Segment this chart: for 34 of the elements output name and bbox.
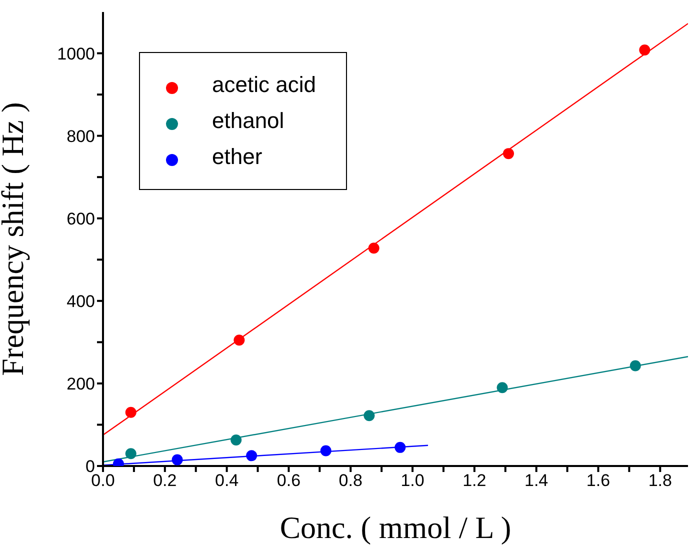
x-tick-label: 1.6 [586,471,610,490]
point [630,360,641,372]
point [320,445,332,456]
point [394,442,406,453]
point [496,382,508,394]
point [125,406,136,418]
y-tick-label: 800 [66,126,95,146]
y-tick-label: 600 [66,209,95,228]
point [230,434,242,446]
y-tick-label: 1000 [57,44,95,64]
legend-label: acetic acid [212,72,316,97]
point [234,334,245,346]
x-tick-label: 0.8 [338,471,362,490]
x-tick-label: 1.0 [400,471,424,490]
legend-label: ether [212,144,262,169]
x-tick-label: 1.8 [648,471,672,490]
point [246,450,258,462]
point [125,448,136,460]
point [502,148,514,160]
x-axis-title: Conc. ( mmol / L ) [280,510,512,545]
legend-label: ethanol [212,108,284,133]
point [364,410,375,422]
point [172,454,183,466]
x-tick-label: 0.6 [276,471,301,490]
x-tick-label: 0.4 [214,471,239,490]
x-tick-label: 0.0 [91,471,115,490]
x-tick-label: 1.4 [524,471,548,490]
y-axis-title: Frequency shift ( Hz ) [0,102,30,376]
x-tick-label: 0.2 [153,471,177,490]
y-tick-label: 400 [66,292,95,311]
point [368,242,380,254]
y-tick-label: 200 [66,374,95,394]
point [639,44,650,56]
x-tick-label: 1.2 [462,471,486,490]
